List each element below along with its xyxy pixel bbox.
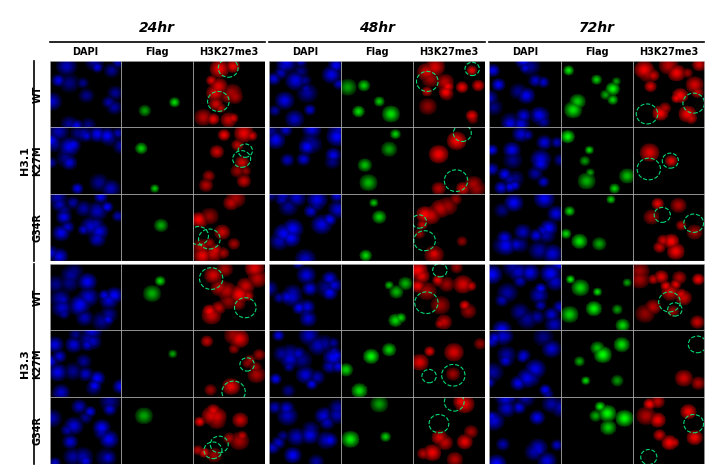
- Text: 48hr: 48hr: [359, 21, 395, 35]
- Text: H3.3: H3.3: [21, 349, 30, 378]
- Text: WT: WT: [33, 85, 42, 103]
- Text: H3K27me3: H3K27me3: [639, 47, 698, 57]
- Text: Flag: Flag: [585, 47, 609, 57]
- Text: WT: WT: [33, 288, 42, 306]
- Text: G34R: G34R: [33, 213, 42, 242]
- Text: H3K27me3: H3K27me3: [200, 47, 258, 57]
- Text: K27M: K27M: [33, 348, 42, 379]
- Text: Flag: Flag: [145, 47, 169, 57]
- Text: DAPI: DAPI: [512, 47, 538, 57]
- Text: K27M: K27M: [33, 145, 42, 176]
- Text: H3K27me3: H3K27me3: [419, 47, 479, 57]
- Text: DAPI: DAPI: [292, 47, 319, 57]
- Text: 72hr: 72hr: [578, 21, 615, 35]
- Text: H3.1: H3.1: [21, 146, 30, 175]
- Text: G34R: G34R: [33, 416, 42, 445]
- Text: 24hr: 24hr: [139, 21, 176, 35]
- Text: DAPI: DAPI: [72, 47, 98, 57]
- Text: Flag: Flag: [365, 47, 389, 57]
